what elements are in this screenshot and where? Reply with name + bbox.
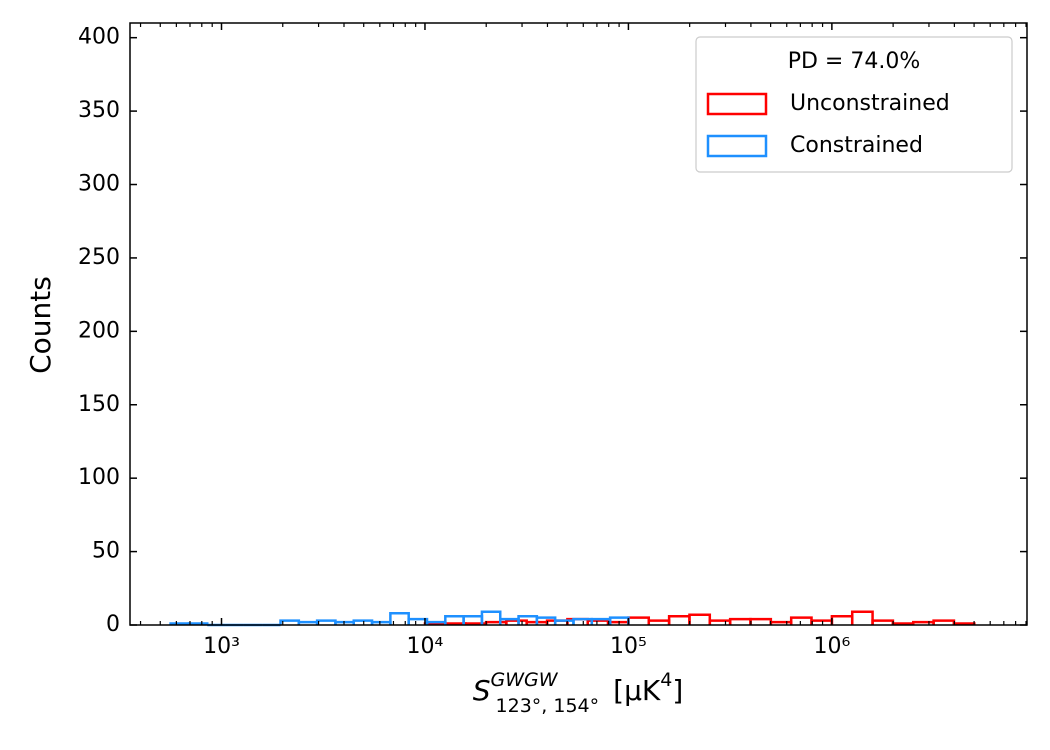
x-tick-label: 10⁵ [610,634,647,659]
x-axis-label: SGWGW 123°, 154° [μK4] [473,669,684,717]
x-label-close: ] [672,674,683,707]
x-label-sup: GWGW [491,669,559,691]
histogram-bin [830,614,854,625]
histogram-bin [850,610,874,625]
legend-swatch [706,134,768,158]
legend-label: Constrained [790,133,923,158]
histogram-bin [667,614,691,625]
y-tick-label: 200 [78,318,120,343]
y-tick-label: 350 [78,98,120,123]
x-label-unit: [μK [613,674,661,707]
histogram-bin [789,616,813,625]
plot-frame [129,22,1028,626]
x-label-sub: 123°, 154° [496,695,600,717]
y-tick-label: 400 [78,25,120,50]
legend-swatch [706,92,768,116]
histogram-bin [627,616,651,625]
histogram-bin [572,617,594,625]
y-tick-label: 150 [78,392,120,417]
y-tick-label: 100 [78,465,120,490]
y-tick-label: 0 [106,612,120,637]
x-tick-label: 10⁴ [407,634,444,659]
histogram-bin [728,617,752,625]
y-axis-label: Counts [24,276,57,374]
legend-label: Unconstrained [790,91,950,116]
x-tick-label: 10⁶ [813,634,850,659]
legend-box [695,36,1013,173]
x-tick-label: 10³ [203,634,240,659]
histogram-bin [688,613,712,625]
y-tick-label: 50 [92,539,120,564]
legend-title: PD = 74.0% [788,49,921,74]
x-label-base: S [473,674,491,707]
x-label-unit-sup: 4 [660,669,672,691]
y-tick-label: 300 [78,172,120,197]
y-tick-label: 250 [78,245,120,270]
histogram-bin [749,617,773,625]
